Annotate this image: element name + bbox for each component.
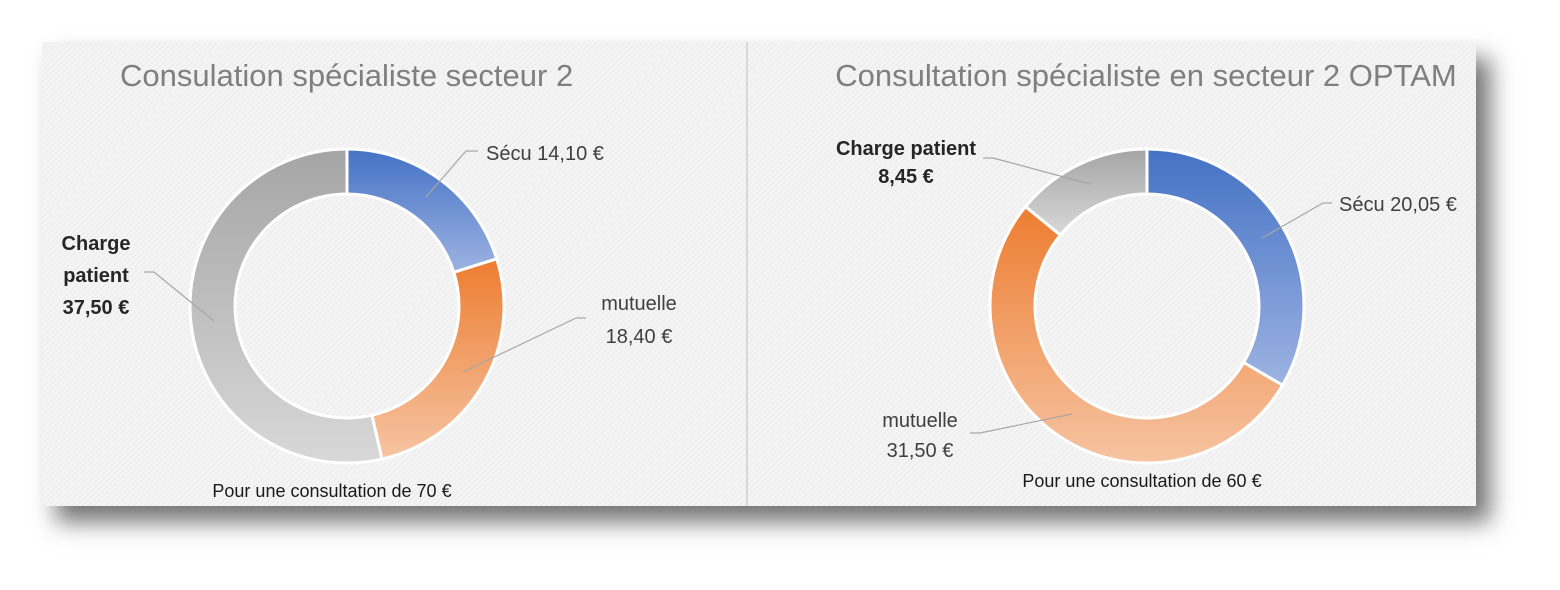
chart-1-note: Pour une consultation de 70 € xyxy=(212,481,451,501)
slice-secu-2 xyxy=(1145,147,1306,388)
label-mutuelle-2-value: 31,50 € xyxy=(887,440,954,462)
chart-2-note: Pour une consultation de 60 € xyxy=(1022,471,1261,491)
chart-2-slices xyxy=(988,147,1306,465)
slice-mutuelle-1 xyxy=(370,256,506,461)
label-charge-2-name: Charge patient xyxy=(836,138,976,160)
chart-1: Consulation spécialiste secteur 2 Sécu 1… xyxy=(62,58,677,501)
label-charge-1-line1: Charge xyxy=(62,233,131,255)
label-charge-1-value: 37,50 € xyxy=(63,297,130,319)
label-secu-2: Sécu 20,05 € xyxy=(1339,194,1457,216)
leader-secu-1 xyxy=(425,150,467,198)
chart-1-title: Consulation spécialiste secteur 2 xyxy=(120,58,573,93)
chart-2-title: Consultation spécialiste en secteur 2 OP… xyxy=(835,58,1456,93)
leader-charge-1 xyxy=(153,271,215,322)
slice-secu-1 xyxy=(345,147,499,275)
leader-secu-2 xyxy=(1261,202,1324,239)
label-mutuelle-1-value: 18,40 € xyxy=(606,326,673,348)
slice-mutuelle-2 xyxy=(988,204,1285,465)
leader-mutuelle-2 xyxy=(979,413,1073,434)
label-mutuelle-1-name: mutuelle xyxy=(601,293,677,315)
label-secu-1: Sécu 14,10 € xyxy=(486,143,604,165)
label-charge-1-line2: patient xyxy=(63,265,129,287)
label-charge-2-value: 8,45 € xyxy=(878,166,934,188)
chart-1-slices xyxy=(188,147,506,465)
slice-charge-patient-2 xyxy=(1023,147,1149,238)
slice-charge-patient-1 xyxy=(188,147,384,465)
label-mutuelle-2-name: mutuelle xyxy=(882,410,958,432)
leader-mutuelle-1 xyxy=(462,317,577,373)
leader-charge-2 xyxy=(992,157,1091,185)
chart-2: Consultation spécialiste en secteur 2 OP… xyxy=(835,58,1457,491)
